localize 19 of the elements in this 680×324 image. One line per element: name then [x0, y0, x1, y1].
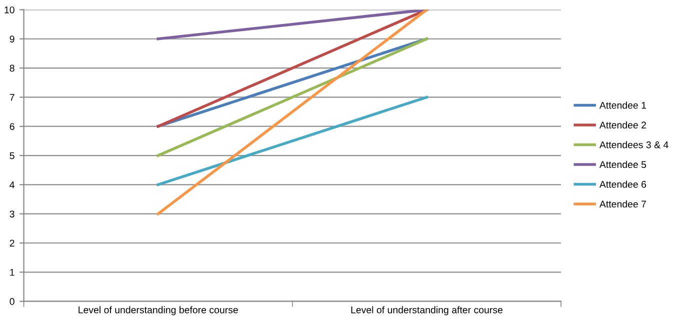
x-tick-label: Level of understanding after course: [351, 306, 502, 316]
y-tick-label: 5: [10, 152, 14, 160]
y-tick-label: 1: [10, 268, 14, 276]
y-tick-label: 7: [10, 94, 14, 101]
legend-label: Attendee 6: [599, 180, 646, 188]
y-tick-label: 10: [4, 6, 14, 14]
y-tick-label: 3: [10, 210, 14, 218]
legend-label: Attendee 2: [599, 121, 646, 128]
legend-label: Attendee 1: [599, 102, 646, 109]
legend-label: Attendees 3 & 4: [599, 141, 668, 148]
legend-label: Attendee 5: [599, 160, 646, 168]
legend-label: Attendee 7: [599, 200, 646, 208]
y-tick-label: 8: [10, 64, 14, 72]
y-tick-label: 4: [10, 182, 14, 188]
y-tick-label: 9: [10, 36, 14, 42]
y-tick-label: 0: [10, 298, 14, 305]
y-tick-label: 6: [10, 123, 14, 130]
x-tick-label: Level of understanding before course: [78, 306, 238, 316]
y-tick-label: 2: [10, 240, 14, 247]
